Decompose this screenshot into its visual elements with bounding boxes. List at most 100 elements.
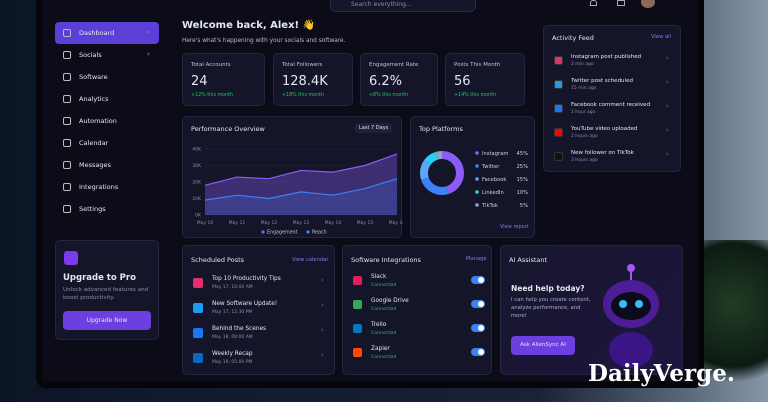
nav-label: Software <box>79 73 108 81</box>
view-report-link[interactable]: View report <box>500 224 529 230</box>
chevron: › <box>666 126 669 134</box>
activity-icon <box>554 104 563 113</box>
platform-name: Facebook <box>482 177 506 183</box>
activity-item[interactable]: YouTube video uploaded 2 hours ago › <box>544 124 680 146</box>
post-icon <box>193 278 203 288</box>
stat-label: Total Accounts <box>191 62 231 68</box>
bell-icon[interactable] <box>590 0 597 6</box>
platform-percent: 25% <box>516 164 528 170</box>
upgrade-button[interactable]: Upgrade Now <box>63 311 151 330</box>
assistant-button[interactable]: Ask AlienSync AI <box>511 336 575 355</box>
nav-label: Integrations <box>79 183 119 191</box>
y-tick-label: 10K <box>192 196 202 202</box>
platform-percent: 5% <box>520 203 528 209</box>
post-time: May 17, 12:30 PM <box>212 310 253 315</box>
view-calendar-link[interactable]: View calendar <box>292 257 329 263</box>
activity-item[interactable]: Twitter post scheduled 15 min ago › <box>544 76 680 98</box>
nav-icon <box>63 161 71 169</box>
nav-icon <box>63 117 71 125</box>
toggle[interactable] <box>471 300 485 308</box>
platforms-chart: Instagram 45% Twitter 25% Facebook 15% LinkedI… <box>420 151 528 209</box>
legend-swatch <box>475 177 479 181</box>
nav-item[interactable]: Automation <box>55 110 159 132</box>
assistant-text: I can help you create content, analyze p… <box>511 297 591 319</box>
toggle[interactable] <box>471 324 485 332</box>
activity-icon <box>554 56 563 65</box>
search-placeholder: Search everything... <box>351 1 412 8</box>
activity-item[interactable]: Instagram post published 2 min ago › <box>544 52 680 74</box>
legend-swatch <box>306 230 310 234</box>
nav-icon <box>63 73 71 81</box>
integration-icon <box>353 324 362 333</box>
nav-item[interactable]: Analytics <box>55 88 159 110</box>
legend-label: Engagement <box>267 230 298 236</box>
assistant-panel: AI Assistant Need help today? I can help… <box>500 245 683 375</box>
post-time: May 18, 09:00 AM <box>212 335 253 340</box>
stat-label: Posts This Month <box>454 62 501 68</box>
avatar[interactable] <box>641 0 655 8</box>
range-select[interactable]: Last 7 Days <box>355 123 393 133</box>
nav-icon <box>63 205 71 213</box>
nav-label: Dashboard <box>79 29 115 37</box>
manage-link[interactable]: Manage <box>466 256 487 262</box>
scheduled-item[interactable]: Top 10 Productivity Tips May 17, 10:00 AM… <box>183 274 335 296</box>
mail-icon[interactable] <box>617 0 625 6</box>
activity-text: Instagram post published <box>571 54 642 60</box>
x-tick-label: May 11 <box>229 220 246 226</box>
nav-item[interactable]: Calendar <box>55 132 159 154</box>
plant <box>700 240 768 402</box>
nav-item[interactable]: Settings <box>55 198 159 220</box>
integration-status: Connected <box>371 307 397 312</box>
nav-item[interactable]: Integrations <box>55 176 159 198</box>
chevron: › <box>321 301 324 309</box>
post-title: Behind the Scenes <box>212 326 267 332</box>
integration-item: Google Drive Connected <box>343 296 491 318</box>
donut-segment <box>420 151 464 195</box>
platform-name: TikTok <box>481 203 498 209</box>
integration-status: Connected <box>371 331 397 336</box>
nav-item[interactable]: Messages <box>55 154 159 176</box>
toggle-knob <box>478 325 484 331</box>
scheduled-item[interactable]: Behind the Scenes May 18, 09:00 AM › <box>183 324 335 346</box>
integration-item: Trello Connected <box>343 320 491 342</box>
nav-item[interactable]: Software <box>55 66 159 88</box>
stat-value: 6.2% <box>369 74 403 89</box>
post-time: May 19, 05:00 PM <box>212 360 253 365</box>
nav-label: Settings <box>79 205 106 213</box>
platform-name: LinkedIn <box>482 190 504 196</box>
nav-label: Automation <box>79 117 117 125</box>
platform-name: Instagram <box>482 151 508 157</box>
chevron: › <box>321 351 324 359</box>
stat-label: Total Followers <box>282 62 323 68</box>
scheduled-item[interactable]: Weekly Recap May 19, 05:00 PM › <box>183 349 335 371</box>
donut-segment <box>420 151 464 195</box>
welcome-subtitle: Here's what's happening with your social… <box>182 38 346 44</box>
nav-label: Socials <box>79 51 102 59</box>
scheduled-item[interactable]: New Software Update! May 17, 12:30 PM › <box>183 299 335 321</box>
nav-item[interactable]: Socials › <box>55 44 159 66</box>
stat-change: +8% this month <box>369 93 409 98</box>
welcome-title: Welcome back, Alex! 👋 <box>182 20 316 31</box>
view-all-link[interactable]: View all <box>651 34 672 40</box>
nav-label: Analytics <box>79 95 109 103</box>
toggle[interactable] <box>471 348 485 356</box>
activity-time: 15 min ago <box>571 86 597 91</box>
nav-label: Messages <box>79 161 111 169</box>
series-line <box>204 178 398 201</box>
activity-title: Activity Feed <box>552 34 594 42</box>
stat-label: Engagement Rate <box>369 62 419 68</box>
series-area <box>205 178 397 215</box>
integration-name: Slack <box>371 274 387 280</box>
stat-change: +18% this month <box>282 93 325 98</box>
integrations-title: Software Integrations <box>351 256 421 264</box>
activity-item[interactable]: Facebook comment received 1 hour ago › <box>544 100 680 122</box>
search-bar[interactable]: Search everything... <box>330 0 476 12</box>
post-title: Top 10 Productivity Tips <box>212 276 281 282</box>
nav-item[interactable]: Dashboard › <box>55 22 159 44</box>
stat-value: 128.4K <box>282 74 328 89</box>
legend-swatch <box>475 190 479 194</box>
activity-item[interactable]: New follower on TikTok 3 hours ago › <box>544 148 680 170</box>
assistant-title: AI Assistant <box>509 256 548 264</box>
performance-title: Performance Overview <box>191 125 265 133</box>
toggle[interactable] <box>471 276 485 284</box>
